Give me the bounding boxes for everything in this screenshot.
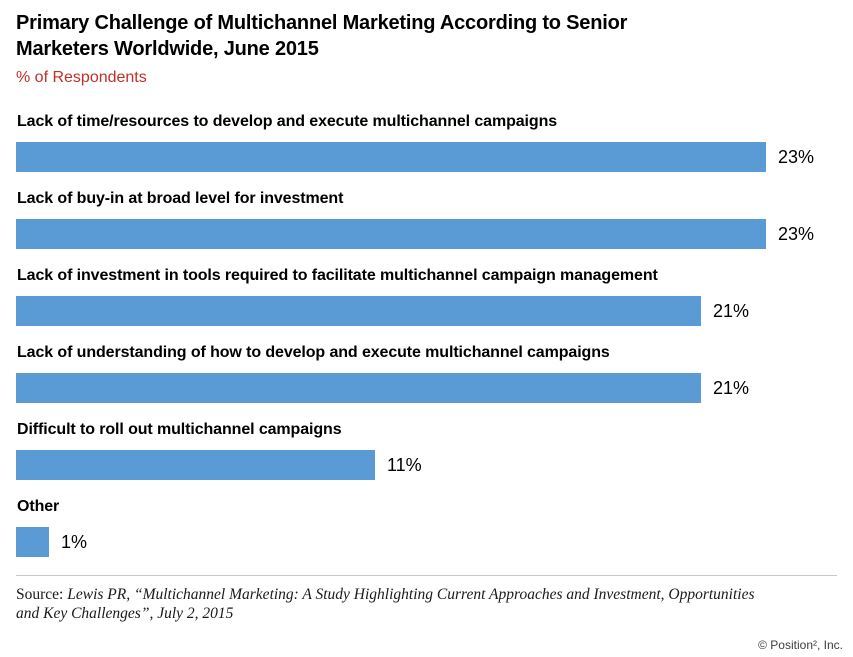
bar: [16, 373, 701, 403]
bar: [16, 296, 701, 326]
source-note: Source: Lewis PR, “Multichannel Marketin…: [16, 585, 837, 623]
bar-value-label: 21%: [713, 301, 750, 321]
bar-track: 1%: [16, 527, 837, 557]
bar-value-label: 21%: [713, 378, 750, 398]
source-text-line-2: and Key Challenges”, July 2, 2015: [16, 605, 234, 622]
bar-value-label: 23%: [778, 147, 815, 167]
bar-category-label: Lack of understanding of how to develop …: [17, 344, 610, 361]
bar-category-label: Lack of buy-in at broad level for invest…: [17, 190, 344, 207]
bar: [16, 450, 375, 480]
bar-row: Difficult to roll out multichannel campa…: [16, 421, 837, 480]
bar-row: Lack of buy-in at broad level for invest…: [16, 190, 837, 249]
bar-value-label: 1%: [61, 532, 88, 552]
bar-category-label: Lack of time/resources to develop and ex…: [17, 113, 558, 130]
chart-title: Primary Challenge of Multichannel Market…: [16, 10, 837, 62]
bar-track: 23%: [16, 219, 837, 249]
bar-chart: Lack of time/resources to develop and ex…: [16, 113, 837, 557]
bar-category-label: Other: [17, 498, 60, 515]
source-prefix: Source:: [16, 586, 64, 603]
bar: [16, 142, 766, 172]
bar-category-label: Lack of investment in tools required to …: [17, 267, 658, 284]
bar: [16, 527, 49, 557]
bar-row: Lack of time/resources to develop and ex…: [16, 113, 837, 172]
source-text-line-1: Lewis PR, “Multichannel Marketing: A Stu…: [67, 586, 755, 603]
bar-track: 11%: [16, 450, 837, 480]
bar-value-label: 11%: [387, 455, 422, 475]
bar-category-label: Difficult to roll out multichannel campa…: [17, 421, 342, 438]
copyright-note: © Position², Inc.: [758, 638, 843, 652]
bar-track: 23%: [16, 142, 837, 172]
chart-subtitle: % of Respondents: [16, 69, 147, 86]
bar-row: Other 1%: [16, 498, 837, 557]
bar-value-label: 23%: [778, 224, 815, 244]
chart-title-line-1: Primary Challenge of Multichannel Market…: [16, 12, 628, 34]
footer-divider: [16, 575, 837, 576]
chart-title-line-2: Marketers Worldwide, June 2015: [16, 38, 319, 60]
bar-track: 21%: [16, 373, 837, 403]
bar-row: Lack of understanding of how to develop …: [16, 344, 837, 403]
bar-track: 21%: [16, 296, 837, 326]
bar-row: Lack of investment in tools required to …: [16, 267, 837, 326]
bar: [16, 219, 766, 249]
